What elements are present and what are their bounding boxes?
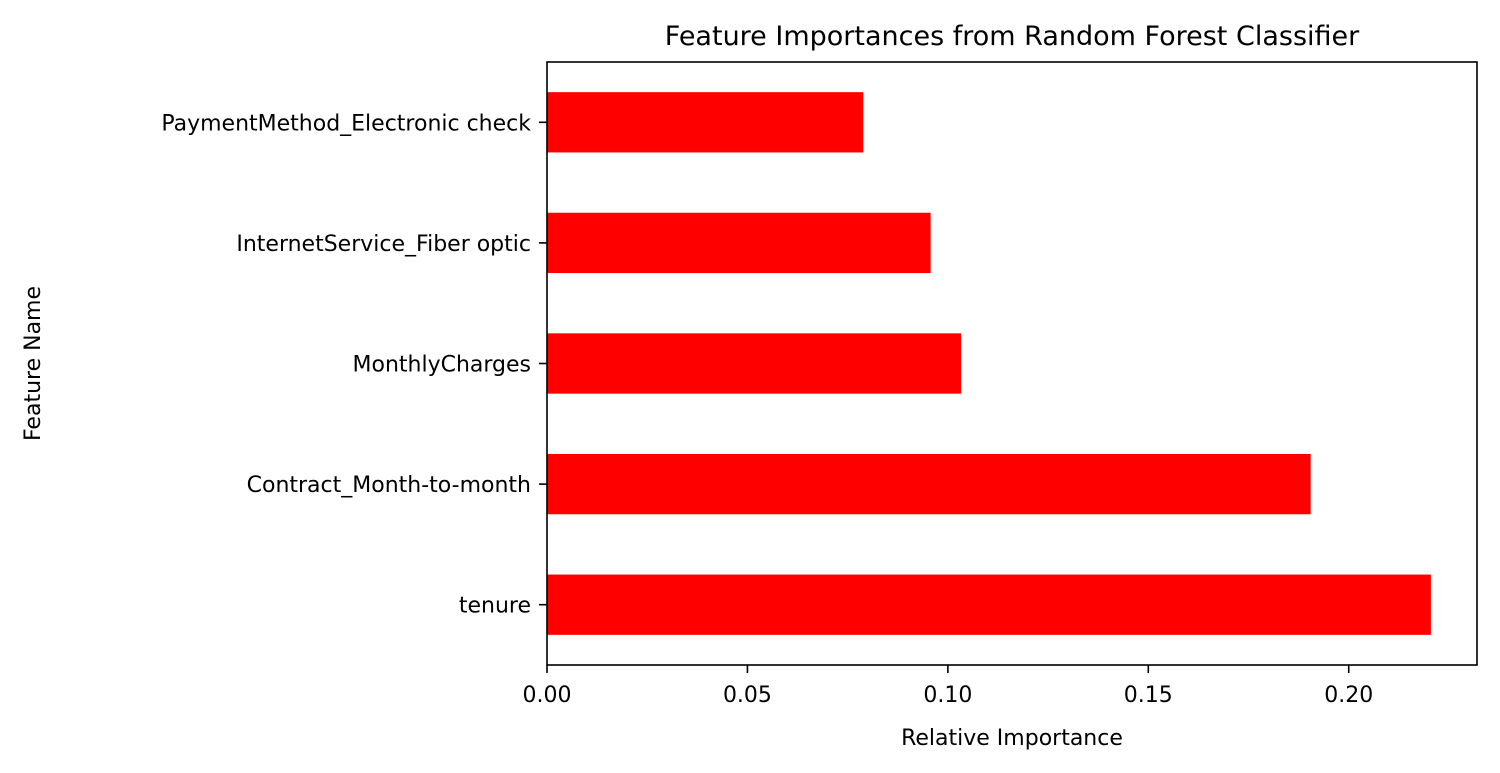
y-tick-label-2: MonthlyCharges (353, 353, 532, 378)
y-tick-label-3: InternetService_Fiber optic (236, 232, 531, 257)
bar-1 (547, 453, 1311, 515)
y-axis-ticks: tenure Contract_Month-to-month MonthlyChar… (161, 111, 547, 619)
x-tick-label-2: 0.10 (923, 683, 972, 708)
plot-frame (546, 61, 1478, 666)
bars-group (547, 92, 1431, 635)
bar-3 (547, 212, 931, 274)
x-tick-label-4: 0.20 (1324, 683, 1373, 708)
chart-title: Feature Importances from Random Forest C… (665, 21, 1360, 52)
bar-0 (547, 574, 1431, 635)
y-axis-label: Feature Name (21, 286, 46, 441)
y-tick-label-1: Contract_Month-to-month (247, 473, 531, 498)
y-tick-label-0: tenure (459, 594, 531, 619)
x-axis-ticks: 0.00 0.05 0.10 0.15 0.20 (523, 665, 1373, 708)
x-tick-label-1: 0.05 (723, 683, 772, 708)
y-tick-label-4: PaymentMethod_Electronic check (161, 111, 531, 136)
x-tick-label-0: 0.00 (523, 683, 572, 708)
x-axis-label: Relative Importance (901, 726, 1123, 751)
bar-4 (547, 92, 864, 153)
x-tick-label-3: 0.15 (1124, 683, 1173, 708)
bar-2 (547, 333, 962, 394)
